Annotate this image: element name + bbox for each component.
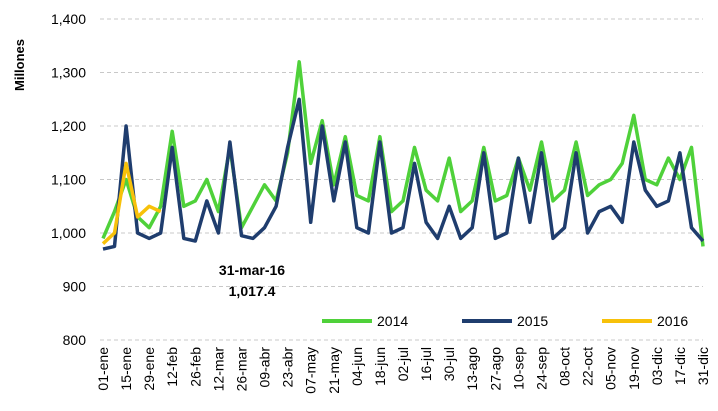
x-tick-label: 04-jun — [349, 347, 365, 386]
x-tick-label: 12-mar — [210, 347, 226, 392]
x-tick-label: 02-jul — [395, 347, 411, 381]
x-tick-label: 29-ene — [141, 347, 157, 391]
legend-label: 2014 — [377, 313, 408, 329]
y-tick-label: 1,400 — [51, 11, 86, 27]
x-tick-label: 03-dic — [649, 347, 665, 385]
y-tick-label: 1,300 — [51, 65, 86, 81]
x-tick-label: 19-nov — [626, 347, 642, 390]
x-tick-label: 07-may — [303, 347, 319, 394]
x-tick-label: 26-mar — [233, 347, 249, 392]
series-line — [101, 161, 162, 245]
x-tick-label: 26-feb — [187, 347, 203, 387]
y-tick-label: 1,000 — [51, 225, 86, 241]
x-tick-label: 10-sep — [510, 347, 526, 390]
y-tick-label: 1,100 — [51, 172, 86, 188]
x-tick-label: 18-jun — [372, 347, 388, 386]
legend-label: 2015 — [517, 313, 548, 329]
x-tick-label: 12-feb — [164, 347, 180, 387]
x-tick-label: 23-abr — [280, 347, 296, 388]
x-tick-label: 13-ago — [464, 347, 480, 391]
x-tick-label: 30-jul — [441, 347, 457, 381]
x-tick-label: 01-ene — [95, 347, 111, 391]
x-tick-label: 21-may — [326, 347, 342, 394]
y-tick-label: 800 — [63, 332, 87, 348]
annotation-value: 1,017.4 — [229, 283, 276, 299]
x-tick-label: 05-nov — [603, 347, 619, 390]
y-tick-label: 1,200 — [51, 118, 86, 134]
series-line — [101, 60, 705, 247]
x-tick-label: 27-ago — [487, 347, 503, 391]
x-tick-label: 22-oct — [580, 347, 596, 386]
legend-label: 2016 — [657, 313, 688, 329]
x-tick-label: 08-oct — [557, 347, 573, 386]
x-tick-label: 16-jul — [418, 347, 434, 381]
x-tick-label: 15-ene — [118, 347, 134, 391]
x-tick-label: 24-sep — [533, 347, 549, 390]
x-tick-label: 17-dic — [672, 347, 688, 385]
y-tick-label: 900 — [63, 279, 87, 295]
x-tick-label: 31-dic — [695, 347, 711, 385]
annotation-date: 31-mar-16 — [219, 262, 285, 278]
series-line — [102, 97, 705, 251]
x-tick-label: 09-abr — [257, 347, 273, 388]
y-axis-label: Millones — [12, 39, 27, 91]
